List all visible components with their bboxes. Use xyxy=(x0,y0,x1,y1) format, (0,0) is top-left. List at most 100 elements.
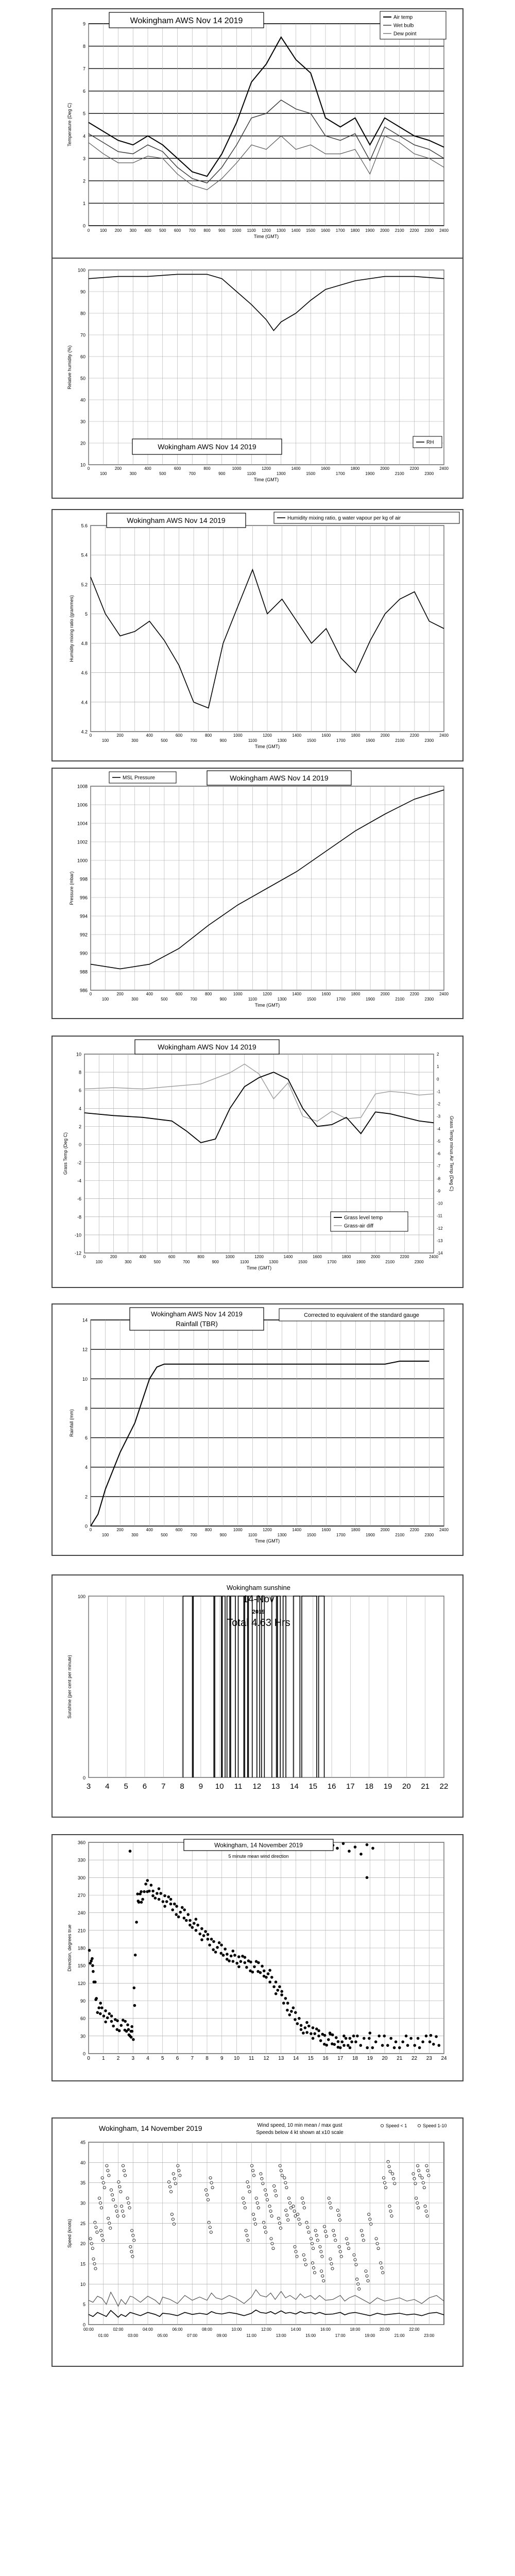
x-tick-label: 07:00 xyxy=(187,2333,198,2338)
y-tick-label: 10 xyxy=(80,463,85,468)
x-tick-label: 1200 xyxy=(263,733,272,738)
direction-point xyxy=(90,1959,93,1962)
gust-point xyxy=(338,2218,341,2222)
gust-point xyxy=(319,2250,323,2253)
y2-tick-label: -3 xyxy=(437,1114,441,1119)
direction-point xyxy=(151,1889,154,1893)
direction-point xyxy=(202,1934,205,1937)
x-tick-label: 1300 xyxy=(269,1260,278,1264)
x-tick-label: 19:00 xyxy=(365,2333,375,2338)
x-tick-label: 23 xyxy=(426,2056,433,2061)
y-tick-label: 0 xyxy=(83,2052,85,2057)
direction-point xyxy=(159,1892,162,1895)
x-tick-label: 1000 xyxy=(226,1255,235,1259)
direction-point xyxy=(435,2035,438,2038)
direction-point xyxy=(262,1969,266,1973)
gust-point xyxy=(426,2169,430,2173)
x-tick-label: 0 xyxy=(90,992,92,996)
chart-title-box xyxy=(207,770,352,786)
gust-point xyxy=(415,2196,418,2200)
y-tick-label: 210 xyxy=(78,1928,85,1933)
y-tick-label: 60 xyxy=(80,2016,85,2021)
gust-point xyxy=(329,2257,332,2261)
x-tick-label: 1800 xyxy=(351,992,360,996)
x-tick-label: 2100 xyxy=(385,1260,394,1264)
sunshine-period xyxy=(256,1596,261,1777)
y-tick-label: 6 xyxy=(79,1088,81,1093)
y-tick-label: 360 xyxy=(78,1840,85,1845)
direction-point xyxy=(206,1933,210,1936)
direction-point xyxy=(141,1897,144,1901)
direction-point xyxy=(88,1948,91,1952)
gust-point xyxy=(393,2182,397,2185)
x-tick-label: 1600 xyxy=(321,733,331,738)
gust-point xyxy=(123,2174,127,2177)
direction-point xyxy=(128,1850,132,1853)
direction-point xyxy=(219,1952,223,1955)
y2-tick-label: -7 xyxy=(437,1164,441,1168)
direction-point xyxy=(249,1969,252,1973)
gust-point xyxy=(262,2221,266,2224)
direction-point xyxy=(413,2044,416,2047)
x-tick-label: 300 xyxy=(130,228,137,233)
x-tick-label: 1700 xyxy=(336,471,345,476)
gust-point xyxy=(122,2169,126,2173)
direction-point xyxy=(432,2043,435,2046)
x-tick-label: 300 xyxy=(131,738,139,743)
y2-tick-label: -5 xyxy=(437,1139,441,1144)
gust-point xyxy=(313,2271,316,2275)
x-tick-label: 600 xyxy=(168,1255,176,1259)
direction-point xyxy=(268,1980,271,1984)
y2-tick-label: -8 xyxy=(437,1176,441,1181)
direction-point xyxy=(392,2046,396,2049)
x-tick-label: 22 xyxy=(440,1782,449,1791)
direction-point xyxy=(169,1902,173,1906)
direction-point xyxy=(130,2025,133,2028)
direction-point xyxy=(270,1976,273,1979)
direction-point xyxy=(416,2037,420,2040)
direction-point xyxy=(125,2029,128,2033)
gust-point xyxy=(336,2209,339,2212)
direction-point xyxy=(311,2037,315,2040)
x-tick-label: 900 xyxy=(220,1533,227,1537)
x-tick-label: 600 xyxy=(176,1528,183,1532)
x-tick-label: 2300 xyxy=(424,471,434,476)
sunshine-period xyxy=(214,1596,222,1777)
gust-point xyxy=(392,2177,396,2180)
x-tick-label: 10 xyxy=(215,1782,224,1791)
x-tick-label: 11 xyxy=(234,1782,243,1791)
x-tick-label: 2100 xyxy=(395,738,404,743)
direction-point xyxy=(254,1960,258,1963)
gust-point xyxy=(339,2255,343,2258)
direction-point xyxy=(282,2002,285,2005)
direction-point xyxy=(97,2006,100,2009)
y-tick-label: 8 xyxy=(85,1406,88,1411)
gust-point xyxy=(243,2206,247,2210)
gust-point xyxy=(311,2261,314,2265)
x-tick-label: 1300 xyxy=(278,997,287,1002)
direction-point xyxy=(299,2028,303,2031)
x-tick-label: 0 xyxy=(90,733,92,738)
direction-point xyxy=(186,1913,190,1916)
chart-title: Wokingham, 14 November 2019 xyxy=(99,2124,202,2132)
x-tick-label: 1500 xyxy=(306,471,315,476)
direction-point xyxy=(290,2010,293,2013)
x-tick-label: 13 xyxy=(271,1782,280,1791)
y-tick-label: 90 xyxy=(80,290,85,295)
gust-point xyxy=(130,2229,134,2232)
gust-point xyxy=(389,2209,392,2213)
x-tick-label: 1200 xyxy=(254,1255,264,1259)
x-tick-label: 100 xyxy=(102,738,109,743)
gust-point xyxy=(100,2176,104,2180)
gust-point xyxy=(210,2181,213,2184)
gust-point xyxy=(279,2226,282,2230)
gust-point xyxy=(168,2185,172,2189)
gust-point xyxy=(260,2177,264,2180)
x-tick-label: 2200 xyxy=(410,1528,419,1532)
direction-point xyxy=(299,2024,303,2027)
x-axis-label: Time (GMT) xyxy=(247,1265,271,1270)
legend-entry: Speed 1-10 xyxy=(423,2123,447,2128)
x-tick-label: 09:00 xyxy=(217,2333,228,2338)
direction-point xyxy=(110,2020,113,2023)
direction-point xyxy=(310,2032,313,2036)
